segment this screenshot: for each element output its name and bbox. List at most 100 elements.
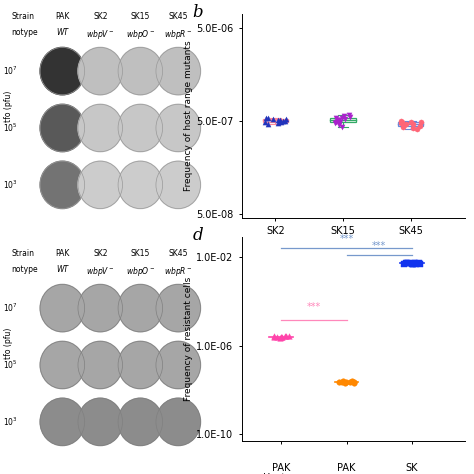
Point [350,379,357,386]
Point [332,118,340,126]
Point [346,113,354,121]
Text: $wbpO^-$: $wbpO^-$ [126,28,155,41]
Circle shape [78,284,122,332]
Point [409,120,417,128]
Text: $10^3$: $10^3$ [3,179,18,191]
Point [409,260,416,267]
Point [277,118,284,126]
Point [400,121,408,129]
Text: WT: WT [56,265,68,274]
Circle shape [40,398,85,446]
Point [397,119,405,127]
Point [333,116,341,124]
Point [270,333,278,340]
Point [335,121,343,129]
Point [403,259,411,267]
Point [348,378,356,385]
Circle shape [40,47,85,95]
Point [280,117,287,125]
Point [277,333,285,340]
Circle shape [40,104,85,152]
Text: ***: *** [339,234,354,244]
Point [411,260,419,267]
Point [261,118,269,126]
Point [408,260,415,267]
Point [346,379,354,386]
Point [400,123,407,131]
Text: $10^7$: $10^7$ [3,65,18,77]
Text: $wbpO^-$: $wbpO^-$ [126,265,155,278]
Text: PAK: PAK [55,12,70,21]
Circle shape [40,284,85,332]
Text: Strain: Strain [11,12,34,21]
Text: $wbpV^-$: $wbpV^-$ [86,265,115,278]
Point [332,115,340,122]
Point [338,123,346,131]
Circle shape [118,161,163,209]
Point [277,333,285,341]
Text: notype: notype [11,28,38,37]
Point [264,115,272,122]
Circle shape [78,398,122,446]
Point [282,117,289,125]
Circle shape [156,161,201,209]
Point [404,259,411,267]
Text: $10^3$: $10^3$ [3,416,18,428]
Point [417,122,424,130]
Point [397,117,404,125]
Point [340,112,347,120]
Point [269,116,276,123]
Text: notype: notype [11,265,38,274]
Point [276,116,284,124]
Text: WT: WT [56,28,68,37]
Text: SK45: SK45 [168,249,188,258]
Text: tfo (pfu): tfo (pfu) [4,91,13,122]
Point [341,379,348,387]
Point [407,118,415,126]
Bar [263,119,288,122]
Text: SK2: SK2 [93,12,108,21]
Circle shape [118,47,163,95]
Circle shape [78,161,122,209]
Point [398,118,406,126]
Point [412,260,420,267]
Point [282,116,290,123]
Text: tfo (pfu): tfo (pfu) [4,328,13,359]
Point [335,116,342,124]
Text: ***: *** [372,241,386,251]
Text: SK2: SK2 [93,249,108,258]
Point [337,118,344,126]
Text: SK45: SK45 [168,12,188,21]
Circle shape [118,398,163,446]
Point [339,377,347,385]
Text: PAK: PAK [55,249,70,258]
Point [416,260,424,267]
Point [281,333,289,340]
Point [331,119,339,127]
Point [409,260,417,268]
Text: $wbpR^-$: $wbpR^-$ [164,265,193,278]
Point [417,118,424,126]
Circle shape [78,47,122,95]
Text: PAK: PAK [272,463,290,473]
Circle shape [156,398,201,446]
Text: $10^5$: $10^5$ [3,122,18,134]
Point [274,119,282,127]
Text: $wbpR^-$: $wbpR^-$ [164,28,193,41]
Circle shape [78,341,122,389]
Point [342,116,349,123]
Circle shape [40,161,85,209]
Point [350,378,358,385]
Text: $wbpV^-$: $wbpV^-$ [86,28,115,41]
Point [335,117,342,125]
Text: Strain: Strain [11,249,34,258]
Text: $10^5$: $10^5$ [3,359,18,371]
Point [338,379,346,386]
Text: d: d [193,227,203,244]
Circle shape [40,341,85,389]
Point [282,332,290,339]
Text: SK15: SK15 [131,12,150,21]
Point [409,124,416,132]
Circle shape [156,284,201,332]
Y-axis label: Frequency of host range mutants: Frequency of host range mutants [184,41,193,191]
